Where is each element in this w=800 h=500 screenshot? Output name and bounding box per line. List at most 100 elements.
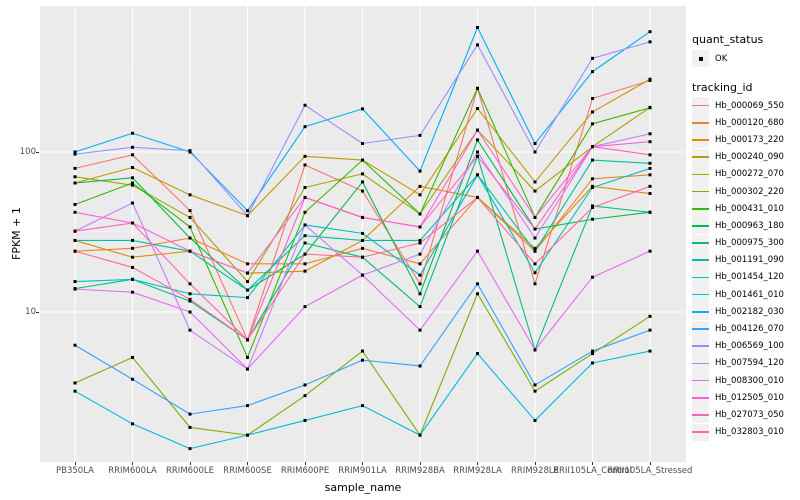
- legend-item-Hb_000069_550: Hb_000069_550: [692, 97, 798, 115]
- y-tick-mark: [36, 151, 39, 153]
- legend-title-tracking-id: tracking_id: [692, 81, 753, 94]
- data-point: [73, 166, 77, 170]
- data-point: [131, 166, 134, 170]
- x-tick-label: RRIM928LA: [453, 466, 502, 476]
- x-tick-label: RRIM600LA: [108, 466, 157, 476]
- x-tick-label: RRIM600PE: [280, 466, 330, 476]
- data-point: [246, 433, 249, 437]
- data-point: [303, 394, 307, 398]
- data-point: [246, 209, 249, 213]
- series-color-line: [692, 121, 709, 124]
- data-point: [73, 381, 77, 385]
- series-color-line: [692, 431, 709, 433]
- legend-item-Hb_000302_220: Hb_000302_220: [692, 183, 798, 201]
- data-point: [476, 282, 479, 286]
- data-point: [533, 348, 537, 352]
- data-point: [303, 125, 307, 129]
- series-color-line: [692, 242, 709, 244]
- data-point: [303, 163, 307, 167]
- data-point: [131, 131, 134, 135]
- data-point: [246, 404, 249, 408]
- data-point: [131, 181, 134, 185]
- data-point: [73, 202, 77, 206]
- data-point: [188, 249, 192, 253]
- legend-item-label: Hb_004126_070: [715, 324, 784, 335]
- data-point: [476, 128, 479, 132]
- data-point: [361, 172, 364, 176]
- data-point: [73, 343, 77, 347]
- data-point: [361, 189, 364, 193]
- data-point: [246, 296, 249, 300]
- data-point: [73, 287, 77, 291]
- data-point: [648, 161, 652, 165]
- data-point: [188, 297, 192, 301]
- data-point: [73, 181, 77, 185]
- data-point: [476, 25, 479, 29]
- data-point: [533, 227, 537, 231]
- data-point: [418, 184, 422, 188]
- data-point: [73, 238, 77, 242]
- x-tick-label: PB350LA: [56, 466, 94, 476]
- data-point: [533, 383, 537, 387]
- data-point: [246, 271, 249, 275]
- x-tick-mark: [419, 462, 421, 465]
- data-point: [648, 77, 652, 81]
- legend-item-Hb_000272_070: Hb_000272_070: [692, 165, 798, 183]
- data-point: [303, 252, 307, 256]
- x-tick-label: RRII105LA_Control: [553, 466, 632, 476]
- line-swatch-icon: [692, 406, 709, 424]
- ok-square-point-icon: [692, 50, 709, 67]
- data-point: [476, 138, 479, 142]
- x-tick-label: RRIM600SE: [223, 466, 272, 476]
- legend-item-Hb_001454_120: Hb_001454_120: [692, 268, 798, 286]
- data-point: [533, 215, 537, 219]
- series-color-line: [692, 311, 709, 313]
- line-swatch-icon: [692, 372, 709, 390]
- legend-item-label: Hb_000240_090: [715, 152, 784, 163]
- data-point: [648, 106, 652, 110]
- data-point: [648, 132, 652, 136]
- data-point: [648, 153, 652, 157]
- data-point: [533, 142, 537, 146]
- x-tick-mark: [189, 462, 191, 465]
- data-point: [131, 176, 134, 180]
- legend-item-Hb_008300_010: Hb_008300_010: [692, 372, 798, 390]
- legend-item-label: Hb_012505_010: [715, 392, 784, 403]
- data-point: [533, 282, 537, 286]
- data-point: [188, 209, 192, 213]
- data-point: [418, 433, 422, 437]
- line-swatch-icon: [692, 234, 709, 252]
- legend-item-Hb_000963_180: Hb_000963_180: [692, 217, 798, 235]
- legend-item-label: Hb_000975_300: [715, 238, 784, 249]
- data-point: [246, 288, 249, 292]
- data-point: [303, 241, 307, 245]
- data-point: [533, 246, 537, 250]
- data-point: [303, 185, 307, 189]
- legend-item-label: Hb_032803_010: [715, 427, 784, 438]
- legend: quant_status OK tracking_id Hb_000069_55…: [692, 33, 798, 441]
- data-point: [418, 328, 422, 332]
- data-point: [361, 142, 364, 146]
- data-point: [188, 310, 192, 314]
- data-point: [303, 223, 307, 227]
- data-point: [361, 358, 364, 362]
- x-tick-label: RRII105LA_Stressed: [607, 466, 693, 476]
- data-point: [188, 425, 192, 429]
- data-point: [188, 328, 192, 332]
- data-point: [73, 280, 77, 284]
- data-point: [303, 305, 307, 309]
- x-tick-mark: [304, 462, 306, 465]
- data-point: [648, 184, 652, 188]
- legend-item-ok: OK: [692, 50, 798, 67]
- series-color-line: [692, 173, 709, 176]
- data-point: [591, 70, 594, 74]
- data-point: [591, 204, 594, 208]
- legend-item-label: Hb_000431_010: [715, 203, 784, 214]
- data-point: [648, 173, 652, 177]
- series-color-line: [692, 207, 709, 210]
- legend-item-label: Hb_000120_680: [715, 117, 784, 128]
- legend-items: Hb_000069_550 Hb_000120_680 Hb_000173_220 H…: [692, 97, 798, 441]
- data-point: [246, 280, 249, 284]
- data-point: [476, 154, 479, 158]
- x-tick-mark: [534, 462, 536, 465]
